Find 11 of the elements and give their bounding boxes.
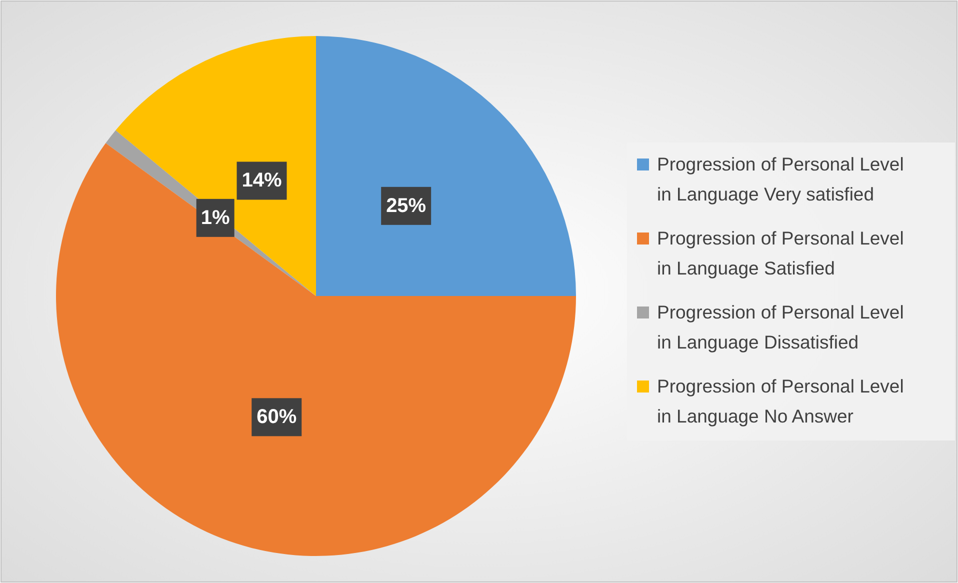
- pie-slice: [56, 143, 576, 556]
- data-label: 60%: [256, 406, 297, 428]
- pie-slice: [116, 36, 316, 296]
- legend-label: Progression of Personal Level in Language Dissatisfied: [657, 302, 904, 352]
- legend-label: Progression of Personal Level in Language No Answer: [657, 376, 904, 426]
- legend-label: Progression of Personal Level in Language Satisfied: [657, 228, 904, 278]
- data-label: 1%: [200, 206, 230, 229]
- pie-slice: [316, 36, 576, 296]
- data-label: 14%: [242, 170, 282, 192]
- data-label: 25%: [386, 194, 426, 217]
- legend-label: Progression of Personal Level in Language Very satisfied: [657, 154, 904, 204]
